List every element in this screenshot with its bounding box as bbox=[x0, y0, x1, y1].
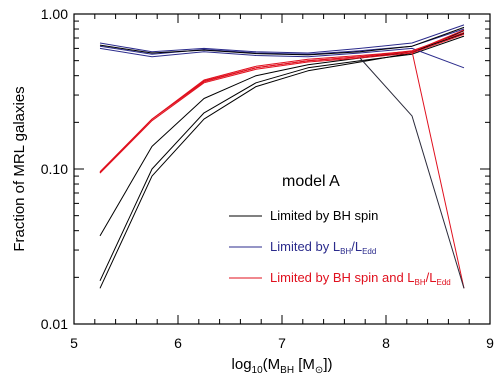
model-annotation: model A bbox=[282, 173, 340, 190]
legend-spin-ledd-slash: /L bbox=[426, 270, 437, 285]
x-tick-label: 5 bbox=[70, 335, 78, 351]
y-tick-label: 1.00 bbox=[41, 6, 68, 22]
series-layer bbox=[99, 24, 465, 289]
legend-ledd-prefix: Limited by L bbox=[270, 239, 340, 254]
y-tick-label: 0.01 bbox=[41, 316, 68, 332]
legend-ledd-sub2: Edd bbox=[362, 247, 376, 256]
series-line-spin_and_ledd-10 bbox=[99, 29, 465, 173]
series-line-ledd-3 bbox=[99, 28, 465, 55]
x-axis-title-base: log bbox=[232, 356, 252, 373]
series-line-ledd-4 bbox=[99, 47, 465, 69]
series-line-bh_spin-2 bbox=[99, 30, 465, 289]
x-axis-title-mid: (M bbox=[263, 356, 281, 373]
legend-ledd-slash: /L bbox=[351, 239, 362, 254]
y-tick-label: 0.10 bbox=[41, 161, 68, 177]
x-tick-label: 7 bbox=[278, 335, 286, 351]
tick-labels: 5 6 7 8 9 0.01 0.10 1.00 bbox=[41, 6, 494, 351]
legend: Limited by BH spin Limited by LBH/LEdd L… bbox=[229, 208, 451, 287]
x-axis-title: log10(MBH [M⊙]) bbox=[232, 356, 333, 376]
x-tick-label: 6 bbox=[174, 335, 182, 351]
legend-spin-ledd-sub1: BH bbox=[415, 278, 426, 287]
legend-label-ledd: Limited by LBH/LEdd bbox=[270, 239, 376, 256]
series-line-ledd-5 bbox=[99, 24, 465, 54]
legend-ledd-sub1: BH bbox=[340, 247, 351, 256]
legend-spin-ledd-prefix: Limited by BH spin and L bbox=[270, 270, 415, 285]
x-axis-title-mid2: [M bbox=[294, 356, 315, 373]
x-axis-title-sub1: 10 bbox=[252, 365, 264, 376]
legend-label-bh-spin: Limited by BH spin bbox=[270, 208, 378, 223]
legend-spin-ledd-sub2: Edd bbox=[437, 278, 451, 287]
x-tick-label: 8 bbox=[382, 335, 390, 351]
series-line-spin_and_ledd-8 bbox=[99, 33, 465, 174]
series-line-ledd-6 bbox=[99, 26, 465, 56]
series-line-bh_spin-11 bbox=[359, 57, 465, 289]
legend-label-spin-and-ledd: Limited by BH spin and LBH/LEdd bbox=[270, 270, 451, 287]
x-axis-title-sub2: BH bbox=[280, 365, 294, 376]
x-tick-label: 9 bbox=[486, 335, 494, 351]
x-axis-title-sub3: ⊙ bbox=[315, 365, 323, 376]
y-axis-title: Fraction of MRL galaxies bbox=[11, 86, 28, 251]
series-line-bh_spin-1 bbox=[99, 35, 465, 282]
x-axis-title-end: ]) bbox=[323, 356, 332, 373]
axis-ticks bbox=[73, 14, 491, 325]
